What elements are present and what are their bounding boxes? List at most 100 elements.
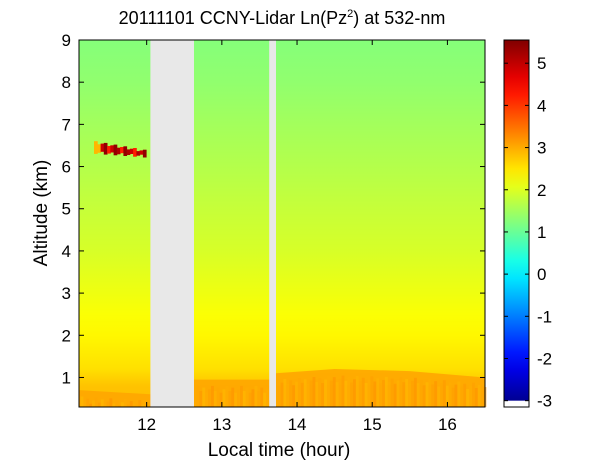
boundary-layer-streak <box>425 382 429 407</box>
heatmap-plot-area <box>79 40 487 407</box>
boundary-layer-streak <box>251 389 255 407</box>
boundary-layer-streak <box>228 391 232 407</box>
colorbar-tick-label: 4 <box>537 96 546 115</box>
boundary-layer-streak <box>341 375 345 407</box>
boundary-layer-streak <box>402 382 406 407</box>
boundary-layer-streak <box>469 385 472 407</box>
boundary-layer-streak <box>89 403 92 407</box>
data-gap <box>269 40 276 407</box>
boundary-layer-streak <box>219 392 223 407</box>
boundary-layer-streak <box>112 403 116 407</box>
colorbar-frame <box>503 39 530 408</box>
boundary-layer-streak <box>466 389 470 407</box>
heatmap-background <box>79 40 485 407</box>
cloud-cell <box>113 144 118 156</box>
cloud-cell <box>123 146 128 156</box>
cloud-cell <box>136 151 141 156</box>
data-gap <box>150 40 194 407</box>
boundary-layer-streak <box>335 382 339 407</box>
boundary-layer-streak <box>367 379 371 407</box>
boundary-layer-streak <box>463 383 467 407</box>
cloud-cell <box>139 150 144 155</box>
boundary-layer-streak <box>399 377 403 407</box>
y-tick-label: 6 <box>62 158 71 177</box>
boundary-layer-streak <box>364 383 368 407</box>
boundary-layer-streak <box>83 401 87 407</box>
boundary-layer-streak <box>202 387 206 407</box>
boundary-layer-streak <box>109 398 113 407</box>
boundary-layer-streak <box>297 378 301 407</box>
boundary-layer-streak <box>300 382 304 407</box>
boundary-layer-streak <box>358 381 362 407</box>
boundary-layer-streak <box>393 383 397 407</box>
chart-title-tail: ) at 532-nm <box>353 8 445 28</box>
boundary-layer-streak <box>211 385 214 407</box>
chart-title: 20111101 CCNY-Lidar Ln(Pz2) at 532-nm <box>119 8 446 28</box>
boundary-layer-streak <box>248 392 252 407</box>
boundary-layer-streak <box>416 383 420 407</box>
y-axis-label: Altitude (km) <box>31 160 52 267</box>
boundary-layer-streak <box>260 387 264 407</box>
boundary-layer-streak <box>292 385 296 407</box>
cloud-cell <box>116 147 121 155</box>
boundary-layer-streak <box>213 391 217 407</box>
boundary-layer-streak <box>289 380 293 407</box>
boundary-layer-streak <box>327 375 330 407</box>
boundary-layer-streak <box>329 380 333 407</box>
boundary-layer-streak <box>245 387 249 407</box>
boundary-layer-streak <box>254 385 258 407</box>
boundary-layer-streak <box>353 379 356 407</box>
boundary-layer-streak <box>237 389 240 407</box>
boundary-layer-streak <box>100 399 104 407</box>
boundary-layer-streak <box>280 382 284 407</box>
cloud-cell <box>142 149 147 158</box>
x-tick-label: 12 <box>137 415 156 434</box>
boundary-layer-streak <box>396 380 400 407</box>
boundary-layer-streak <box>442 380 446 407</box>
colorbar-gradient <box>504 40 529 407</box>
boundary-layer-streak <box>474 388 478 407</box>
boundary-layer-streak <box>405 379 409 407</box>
boundary-layer-streak <box>80 396 84 407</box>
boundary-layer-streak <box>309 380 313 407</box>
cloud-cell <box>110 145 114 153</box>
boundary-layer-streak <box>332 377 336 407</box>
boundary-layer-streak <box>283 379 287 407</box>
boundary-layer-streak <box>257 391 261 407</box>
boundary-layer-streak <box>347 377 351 407</box>
colorbar-tick-label: -3 <box>537 392 552 411</box>
boundary-layer-streak <box>361 377 365 407</box>
plot-frame <box>78 39 486 408</box>
boundary-layer-streak <box>434 381 438 407</box>
cloud-cell <box>107 146 111 154</box>
boundary-layer-streak <box>196 385 200 407</box>
boundary-layer-streak <box>231 387 235 407</box>
boundary-layer-streak <box>138 400 142 407</box>
boundary-layer-streak <box>445 385 449 407</box>
boundary-layer-streak <box>448 382 452 407</box>
boundary-layer-streak <box>306 384 310 407</box>
cloud-cell <box>126 149 131 155</box>
boundary-layer-streak <box>86 398 90 407</box>
y-tick-label: 4 <box>62 242 71 261</box>
boundary-layer-streak <box>431 384 435 407</box>
boundary-layer-streak <box>103 404 107 407</box>
boundary-layer-streak <box>480 390 484 407</box>
y-tick-label: 5 <box>62 200 71 219</box>
boundary-layer-streak <box>225 385 229 407</box>
boundary-layer-streak <box>216 387 220 407</box>
boundary-layer-streak <box>141 405 145 407</box>
x-axis-label: Local time (hour) <box>208 440 351 461</box>
colorbar-tick-label: -1 <box>537 307 552 326</box>
x-tick-label: 16 <box>438 415 457 434</box>
boundary-layer-streak <box>97 402 101 407</box>
boundary-layer-streak <box>303 379 307 407</box>
colorbar-tick-label: 0 <box>537 265 546 284</box>
boundary-layer-streak <box>411 380 414 407</box>
boundary-layer-streak <box>266 389 269 407</box>
boundary-layer-streak <box>135 403 139 407</box>
boundary-layer-streak <box>208 389 211 407</box>
y-tick-label: 8 <box>62 73 71 92</box>
